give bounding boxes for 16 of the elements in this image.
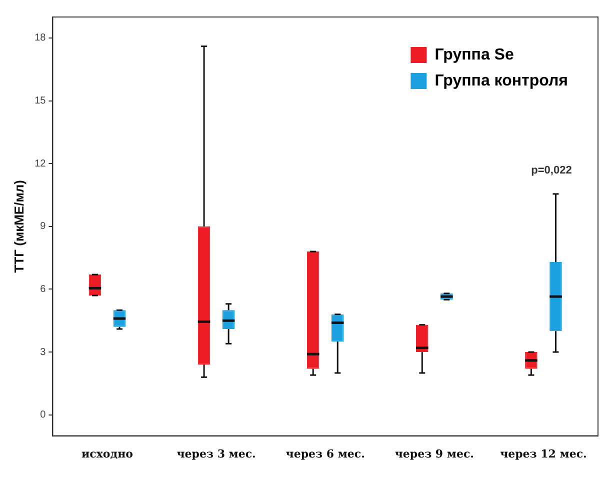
x-tick-label: через 6 мес. <box>286 447 365 460</box>
y-tick-label: 9 <box>40 221 46 232</box>
x-tick-label: исходно <box>82 447 133 460</box>
x-tick-label: через 3 мес. <box>176 447 256 460</box>
y-tick-label: 15 <box>34 96 46 107</box>
y-tick-label: 12 <box>34 158 46 170</box>
y-axis-title: ТТГ (мкМЕ/мл) <box>11 180 26 273</box>
legend-label: Группа контроля <box>434 72 568 90</box>
y-tick-label: 18 <box>34 32 46 44</box>
annotation: p=0,022 <box>531 164 572 177</box>
y-tick-label: 0 <box>40 410 46 421</box>
x-tick-label: через 12 мес. <box>500 447 587 460</box>
legend-label: Группа Se <box>434 46 514 64</box>
y-tick-label: 3 <box>40 346 46 358</box>
x-tick-label: через 9 мес. <box>394 447 474 460</box>
y-tick-label: 6 <box>40 284 46 295</box>
